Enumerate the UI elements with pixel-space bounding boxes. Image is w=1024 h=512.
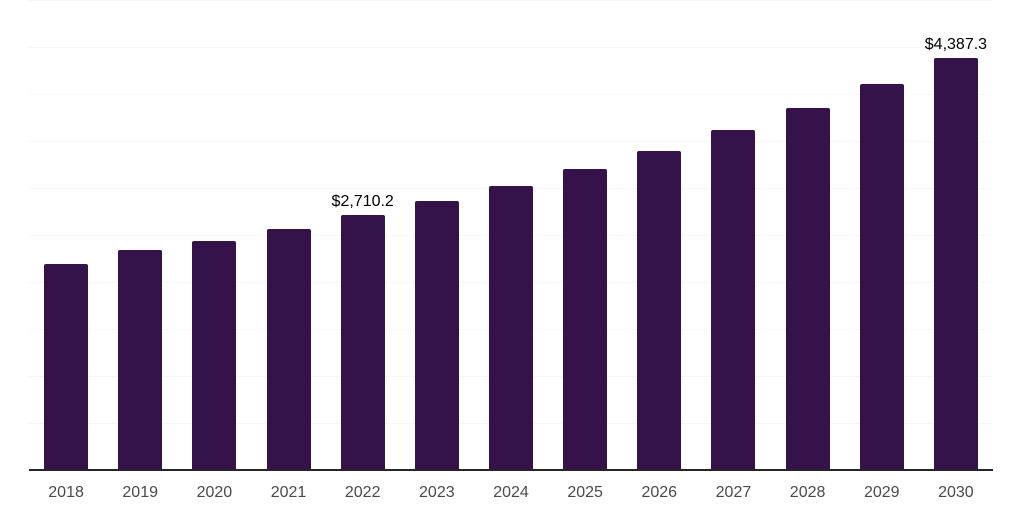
gridline	[29, 94, 993, 95]
gridline	[29, 47, 993, 48]
bar-2030	[933, 57, 978, 470]
plot-area: $2,710.2 $4,387.3	[29, 0, 993, 471]
x-tick-2020: 2020	[196, 484, 233, 501]
x-tick-2028: 2028	[789, 484, 826, 501]
x-tick-2029: 2029	[863, 484, 900, 501]
x-tick-2030: 2030	[938, 484, 974, 501]
bar-2019	[118, 249, 163, 470]
x-tick-2024: 2024	[493, 484, 529, 501]
x-tick-2021: 2021	[270, 484, 307, 501]
bar-2023	[414, 201, 459, 470]
bar-2029	[859, 84, 904, 470]
x-axis-line	[29, 469, 993, 471]
bar-2026	[637, 150, 682, 470]
bar-2022	[340, 215, 385, 470]
bar-2027	[711, 130, 756, 470]
bar-2024	[489, 186, 533, 470]
bars: $2,710.2 $4,387.3	[29, 0, 993, 470]
gridline	[29, 141, 993, 142]
x-axis-labels: 2018 2019 2020 2021 2022 2023 2024 2025 2026 2027…	[29, 484, 993, 504]
x-tick-2023: 2023	[419, 484, 455, 501]
gridline	[29, 0, 993, 1]
data-label-2030: $4,387.3	[924, 35, 988, 53]
x-tick-2019: 2019	[122, 484, 158, 501]
bar-2028	[785, 108, 830, 470]
bar-2025	[563, 169, 608, 470]
data-label-2022: $2,710.2	[331, 193, 394, 211]
x-tick-2027: 2027	[715, 484, 752, 501]
bar-2021	[266, 228, 311, 470]
x-tick-2018: 2018	[48, 484, 84, 501]
x-tick-2026: 2026	[641, 484, 678, 501]
bar-2018	[44, 264, 89, 470]
bar-2020	[192, 240, 237, 470]
x-tick-2025: 2025	[567, 484, 603, 501]
x-tick-2022: 2022	[344, 484, 381, 501]
